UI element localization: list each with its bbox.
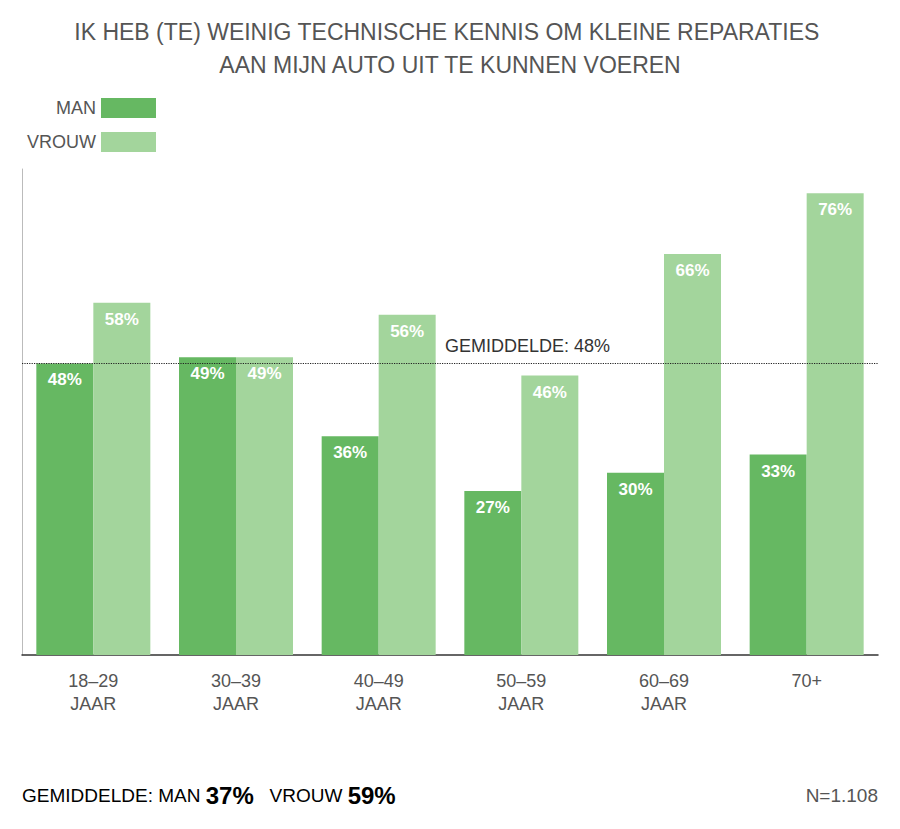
svg-text:JAAR: JAAR [641,694,687,714]
svg-text:50–59: 50–59 [496,671,546,691]
svg-text:N=1.108: N=1.108 [806,785,878,806]
svg-text:58%: 58% [105,310,139,329]
svg-text:37%: 37% [206,782,254,809]
svg-text:49%: 49% [190,364,224,383]
svg-text:MAN: MAN [56,98,96,118]
svg-text:56%: 56% [390,322,424,341]
svg-text:30–39: 30–39 [211,671,261,691]
svg-text:VROUW: VROUW [27,132,96,152]
svg-text:MAN: MAN [158,785,206,806]
svg-text:30%: 30% [618,480,652,499]
svg-text:JAAR: JAAR [213,694,259,714]
svg-text:70+: 70+ [791,671,822,691]
svg-text:18–29: 18–29 [68,671,118,691]
svg-text:AAN MIJN AUTO UIT TE KUNNEN VO: AAN MIJN AUTO UIT TE KUNNEN VOEREN [219,52,680,78]
svg-text:48%: 48% [48,370,82,389]
svg-text:59%: 59% [348,782,396,809]
svg-text:33%: 33% [761,462,795,481]
svg-text:46%: 46% [533,383,567,402]
svg-text:40–49: 40–49 [354,671,404,691]
svg-text:60–69: 60–69 [639,671,689,691]
svg-text:27%: 27% [476,498,510,517]
svg-text:36%: 36% [333,443,367,462]
svg-text:JAAR: JAAR [70,694,116,714]
svg-text:IK HEB (TE) WEINIG TECHNISCHE: IK HEB (TE) WEINIG TECHNISCHE KENNIS OM … [74,19,825,45]
svg-text:49%: 49% [247,364,281,383]
svg-text:GEMIDDELDE:: GEMIDDELDE: [22,785,158,806]
svg-text:JAAR: JAAR [356,694,402,714]
svg-text:JAAR: JAAR [498,694,544,714]
svg-text:VROUW: VROUW [270,785,348,806]
svg-text:66%: 66% [675,261,709,280]
svg-text:GEMIDDELDE: 48%: GEMIDDELDE: 48% [445,336,610,356]
svg-text:76%: 76% [818,200,852,219]
